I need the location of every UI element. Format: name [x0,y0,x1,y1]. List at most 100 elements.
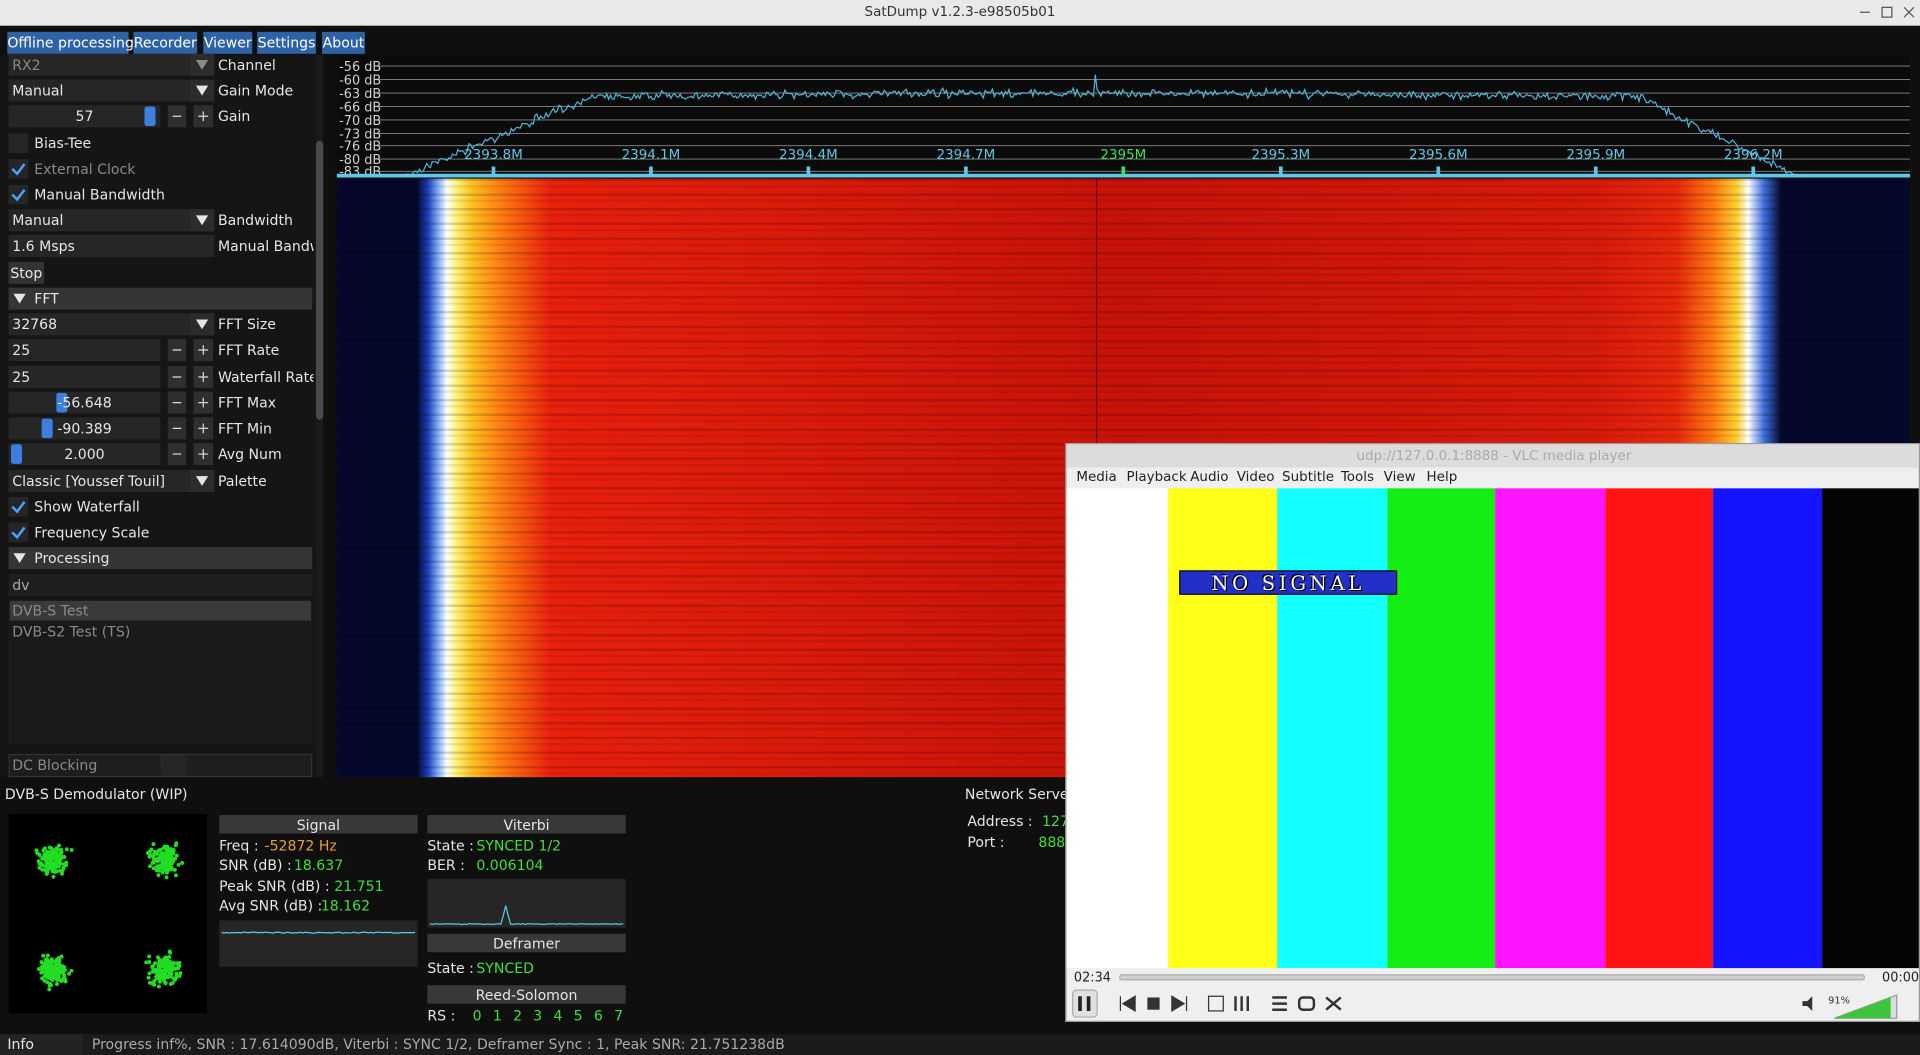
group-title: Viterbi [503,816,550,834]
section-header[interactable] [8,547,313,570]
frequency-label: 2395.9M [1566,148,1625,163]
constellation-point [156,873,161,878]
constellation-point [147,854,152,859]
constellation-point [164,847,169,852]
close[interactable] [1903,6,1915,18]
field-value: 127 [1042,812,1069,830]
row-label: Channel [217,56,276,74]
maximize[interactable] [1881,6,1893,18]
group-header [427,985,626,1004]
vlc-menu[interactable]: Media [1076,468,1117,485]
combo-box[interactable] [8,469,215,493]
random-button[interactable] [1325,996,1342,1011]
checkbox[interactable] [8,133,29,153]
search-box[interactable] [8,574,313,597]
constellation-point [69,848,74,852]
previous-button[interactable] [1119,995,1136,1013]
check-mark [11,188,26,202]
slider-box[interactable] [8,391,161,414]
plus-glyph [198,397,209,408]
constellation-point [53,859,58,864]
constellation-point [50,862,55,867]
constellation-point [173,843,178,848]
slider-handle [41,418,53,439]
input-value: 1.6 Msps [12,237,75,255]
vlc-menu[interactable]: View [1383,468,1416,485]
slider-handle [144,106,156,127]
frequency-label: 2395M [1100,148,1146,163]
constellation-point [62,968,67,973]
constellation-point [167,949,172,954]
section-header[interactable] [8,287,313,310]
plus-lines [198,449,209,459]
playlist-button[interactable] [1272,996,1287,1011]
constellation-point [168,974,173,979]
snr-line [221,931,416,934]
frequency-label: 2394.1M [622,148,681,163]
constellation-point [37,865,42,870]
constellation [8,813,207,1014]
button[interactable]: Stop [8,261,45,284]
combo-value: RX2 [12,56,41,74]
vlc-menu[interactable]: Subtitle [1282,468,1335,485]
plus-lines [198,423,209,434]
tab[interactable]: Settings [257,31,316,54]
minus-glyph [172,402,182,404]
vlc-menu[interactable]: Help [1426,468,1458,485]
constellation-point [54,982,59,986]
status-label: Info [7,1035,34,1053]
extended-settings-button[interactable] [1234,996,1249,1011]
next-button[interactable] [1171,995,1188,1013]
input-value: 25 [12,368,31,386]
constellation-point [153,967,158,972]
loop-button[interactable] [1297,996,1316,1011]
slider-box[interactable] [8,105,161,128]
input-box[interactable] [8,365,161,388]
tab[interactable]: About [322,31,365,54]
combo-box[interactable] [8,53,215,76]
pause-button[interactable] [1072,989,1098,1018]
stop-button[interactable] [1147,997,1160,1010]
window-controls [1860,6,1915,18]
combo-box[interactable] [8,313,215,336]
spectrum-bg [336,56,1911,179]
constellation-point [178,971,183,976]
field-label: RS : [427,1007,456,1025]
input-box[interactable] [8,234,215,258]
constellation-point [69,968,74,973]
slider-handle [11,444,23,464]
volume-level [1834,997,1891,1019]
constellation-point [48,972,53,977]
group-title: Deframer [492,935,561,953]
vlc-menu[interactable]: Video [1236,468,1275,485]
constellation-point [45,852,50,857]
vlc-menu[interactable]: Tools [1340,468,1375,485]
vlc-progress[interactable] [1119,974,1865,981]
constellation-point [152,979,157,984]
pipeline-item[interactable]: DVB-S2 Test (TS) [12,622,131,641]
plus-lines [198,397,209,408]
dropdown-arrow [195,215,209,226]
rs-value: 1 [492,1007,502,1025]
spectrum-trace [406,74,1794,176]
input-box[interactable] [8,339,161,362]
fullscreen-button[interactable] [1207,995,1224,1012]
plus-glyph [198,372,209,382]
pipeline-item[interactable]: DVB-S Test [12,602,89,620]
vlc-menu[interactable]: Playback [1126,468,1187,485]
frequency-label: 2394.4M [779,148,838,163]
combo-value: 32768 [12,315,58,333]
field-value: 21.751 [334,877,384,895]
volume-icon[interactable] [1802,996,1813,1011]
constellation-point [164,870,169,875]
constellation-point [36,967,41,971]
tab[interactable]: Recorder [133,31,198,54]
tab[interactable]: Viewer [203,31,253,54]
constellation-point [153,961,158,966]
vlc-menu[interactable]: Audio [1190,468,1229,485]
combo-box[interactable] [8,79,215,102]
color-bar [1387,488,1496,969]
tab[interactable]: Offline processing [7,31,134,54]
combo-box[interactable] [8,209,215,232]
slider-box[interactable] [8,443,161,466]
